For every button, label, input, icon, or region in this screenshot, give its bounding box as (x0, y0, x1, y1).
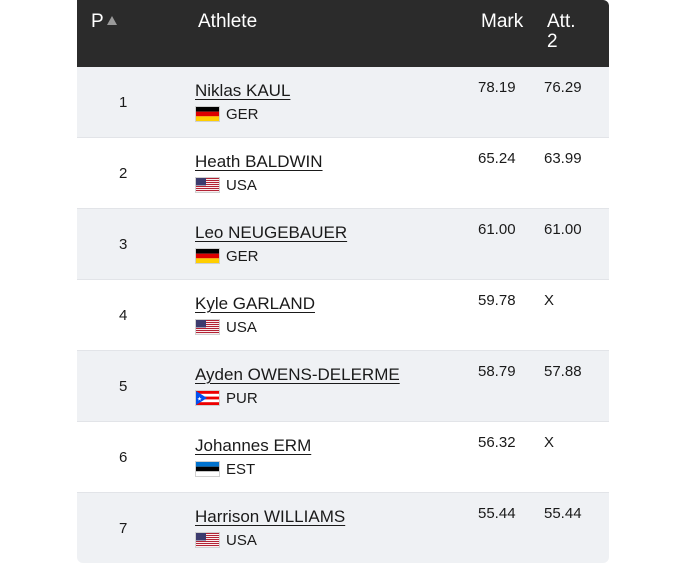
athlete-name-link[interactable]: Niklas KAUL (195, 81, 291, 100)
mark-cell: 55.44 (478, 505, 516, 522)
germany-flag-icon (195, 106, 220, 122)
table-row: 2 Heath BALDWIN USA 65.24 63.99 (77, 138, 609, 209)
attempt-cell: 76.29 (544, 79, 582, 96)
country-code: GER (226, 105, 259, 123)
mark-cell: 65.24 (478, 150, 516, 167)
position-cell: 4 (119, 307, 128, 324)
table-row: 5 Ayden OWENS-DELERME PUR 58.79 57.88 (77, 351, 609, 422)
table-row: 3 Leo NEUGEBAUER GER 61.00 61.00 (77, 209, 609, 280)
usa-flag-icon (195, 319, 220, 335)
position-cell: 6 (119, 449, 128, 466)
mark-cell: 61.00 (478, 221, 516, 238)
country-code: USA (226, 176, 257, 194)
table-row: 1 Niklas KAUL GER 78.19 76.29 (77, 67, 609, 138)
athlete-name-link[interactable]: Ayden OWENS-DELERME (195, 365, 400, 384)
athlete-country: GER (195, 105, 259, 123)
country-code: EST (226, 460, 256, 478)
attempt-cell: 61.00 (544, 221, 582, 238)
estonia-flag-icon (195, 461, 220, 477)
table-row: 4 Kyle GARLAND USA 59.78 X (77, 280, 609, 351)
mark-cell: 59.78 (478, 292, 516, 309)
position-cell: 1 (119, 94, 128, 111)
athlete-name-link[interactable]: Leo NEUGEBAUER (195, 223, 348, 242)
athlete-country: EST (195, 460, 255, 478)
mark-cell: 78.19 (478, 79, 516, 96)
athlete-name-link[interactable]: Johannes ERM (195, 436, 312, 455)
country-code: USA (226, 531, 257, 549)
athlete-name-link[interactable]: Heath BALDWIN (195, 152, 323, 171)
mark-cell: 58.79 (478, 363, 516, 380)
attempt-cell: 57.88 (544, 363, 582, 380)
athlete-name-link[interactable]: Kyle GARLAND (195, 294, 315, 313)
athlete-country: USA (195, 176, 257, 194)
puerto-rico-flag-icon (195, 390, 220, 406)
attempt-cell: X (544, 292, 555, 309)
mark-cell: 56.32 (478, 434, 516, 451)
athlete-name-link[interactable]: Harrison WILLIAMS (195, 507, 346, 526)
position-cell: 5 (119, 378, 128, 395)
results-table: P Athlete Mark Att. 2 1 Niklas KAUL GER … (77, 0, 609, 563)
usa-flag-icon (195, 532, 220, 548)
attempt-cell: 55.44 (544, 505, 582, 522)
position-cell: 2 (119, 165, 128, 182)
attempt-cell: 63.99 (544, 150, 582, 167)
attempt-column-header: Att. 2 (547, 11, 576, 52)
table-row: 6 Johannes ERM EST 56.32 X (77, 422, 609, 493)
athlete-column-header: Athlete (198, 11, 258, 32)
country-code: GER (226, 247, 259, 265)
mark-column-header: Mark (481, 11, 524, 32)
germany-flag-icon (195, 248, 220, 264)
position-cell: 3 (119, 236, 128, 253)
athlete-country: GER (195, 247, 259, 265)
country-code: USA (226, 318, 257, 336)
table-body: 1 Niklas KAUL GER 78.19 76.29 2 Heath BA… (77, 67, 609, 563)
attempt-cell: X (544, 434, 555, 451)
athlete-country: USA (195, 531, 257, 549)
sort-ascending-icon[interactable] (107, 16, 117, 25)
position-cell: 7 (119, 520, 128, 537)
table-header: P Athlete Mark Att. 2 (77, 0, 609, 67)
usa-flag-icon (195, 177, 220, 193)
athlete-country: PUR (195, 389, 258, 407)
table-row: 7 Harrison WILLIAMS USA 55.44 55.44 (77, 493, 609, 563)
athlete-country: USA (195, 318, 257, 336)
position-column-header[interactable]: P (91, 11, 104, 32)
country-code: PUR (226, 389, 258, 407)
